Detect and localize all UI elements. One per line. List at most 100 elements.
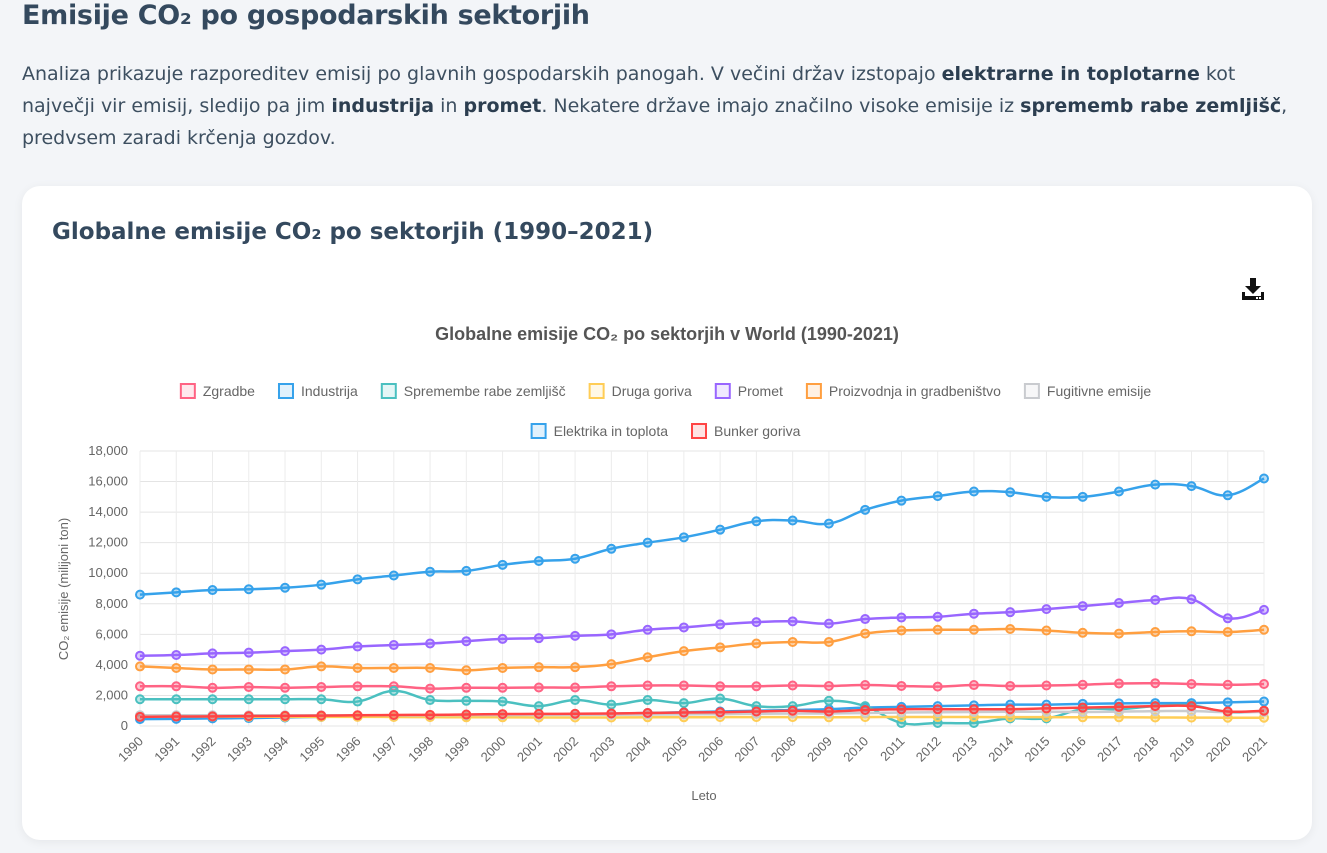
data-point xyxy=(606,629,617,640)
x-tick-label: 1991 xyxy=(151,734,182,765)
data-point xyxy=(135,711,145,722)
y-tick-label: 10,000 xyxy=(88,565,128,580)
data-point xyxy=(207,648,218,659)
x-tick-label: 1997 xyxy=(369,734,400,765)
data-point xyxy=(860,504,871,515)
x-tick-label: 2004 xyxy=(623,734,654,765)
data-point xyxy=(932,704,943,715)
data-point xyxy=(207,711,218,722)
data-point xyxy=(1041,680,1052,691)
data-point xyxy=(497,709,508,720)
data-point xyxy=(968,680,979,691)
x-tick-label: 2013 xyxy=(949,734,980,765)
series-line xyxy=(139,681,1265,690)
data-point xyxy=(280,682,291,693)
data-point xyxy=(1077,702,1088,713)
data-point xyxy=(280,710,291,721)
data-point xyxy=(1150,701,1161,712)
data-point xyxy=(860,614,871,625)
x-tick-label: 2005 xyxy=(659,734,690,765)
data-point xyxy=(135,650,145,661)
y-tick-label: 8,000 xyxy=(95,596,128,611)
y-tick-label: 18,000 xyxy=(88,443,128,458)
x-tick-label: 2001 xyxy=(514,734,545,765)
intro-paragraph: Analiza prikazuje razporeditev emisij po… xyxy=(22,58,1302,154)
data-point xyxy=(1222,613,1233,624)
data-point xyxy=(787,636,798,647)
data-point xyxy=(425,566,436,577)
data-point xyxy=(860,628,871,639)
data-point xyxy=(207,585,218,596)
data-point xyxy=(171,649,182,660)
data-point xyxy=(932,491,943,502)
data-point xyxy=(388,570,399,581)
x-tick-label: 1999 xyxy=(441,734,472,765)
legend-label: Promet xyxy=(738,383,783,399)
x-tick-label: 2019 xyxy=(1167,734,1198,765)
data-point xyxy=(678,680,689,691)
y-tick-label: 0 xyxy=(121,718,128,733)
data-point xyxy=(243,711,254,722)
x-tick-label: 1992 xyxy=(188,734,219,765)
data-point xyxy=(1186,481,1197,492)
data-point xyxy=(497,682,508,693)
data-point xyxy=(1077,601,1088,612)
y-tick-label: 14,000 xyxy=(88,504,128,519)
data-point xyxy=(1113,598,1124,609)
data-point xyxy=(642,695,653,706)
data-point xyxy=(642,537,653,548)
data-point xyxy=(243,694,254,705)
data-point xyxy=(1186,594,1197,605)
data-point xyxy=(570,630,581,641)
download-button[interactable] xyxy=(1240,276,1266,302)
data-point xyxy=(678,532,689,543)
data-point xyxy=(207,682,218,693)
legend-label: Bunker goriva xyxy=(714,423,801,439)
data-point xyxy=(715,707,726,718)
data-point xyxy=(352,574,363,585)
x-tick-label: 2009 xyxy=(804,734,835,765)
data-point xyxy=(1005,607,1016,618)
data-point xyxy=(715,693,726,704)
legend-swatch xyxy=(380,383,397,399)
data-point xyxy=(678,707,689,718)
x-tick-label: 2007 xyxy=(731,734,762,765)
data-point xyxy=(751,638,762,649)
legend-swatch xyxy=(277,383,294,399)
data-point xyxy=(715,642,726,653)
data-point xyxy=(425,709,436,720)
data-point xyxy=(751,681,762,692)
data-point xyxy=(1005,704,1016,715)
data-point xyxy=(497,662,508,673)
data-point xyxy=(1259,624,1269,635)
data-point xyxy=(352,662,363,673)
data-point xyxy=(570,695,581,706)
data-point xyxy=(171,587,182,598)
data-point xyxy=(135,589,145,600)
data-point xyxy=(1041,604,1052,615)
legend-swatch xyxy=(805,383,822,399)
legend-swatch xyxy=(530,423,547,439)
intro-highlight: industrija xyxy=(331,95,435,117)
data-point xyxy=(823,695,834,706)
data-point xyxy=(461,636,472,647)
data-point xyxy=(1041,703,1052,714)
legend-swatch xyxy=(179,383,196,399)
data-point xyxy=(316,694,327,705)
data-point xyxy=(533,633,544,644)
y-tick-label: 6,000 xyxy=(95,626,128,641)
data-point xyxy=(642,708,653,719)
page-title: Emisije CO₂ po gospodarskih sektorjih xyxy=(22,0,590,31)
data-point xyxy=(787,680,798,691)
data-point xyxy=(787,705,798,716)
x-tick-label: 1993 xyxy=(224,734,255,765)
data-point xyxy=(642,652,653,663)
data-point xyxy=(243,682,254,693)
legend-label: Spremembe rabe zemljišč xyxy=(404,383,566,399)
data-point xyxy=(171,694,182,705)
card-title: Globalne emisije CO₂ po sektorjih (1990–… xyxy=(52,219,654,245)
x-axis-title: Leto xyxy=(691,788,716,803)
data-point xyxy=(533,682,544,693)
data-point xyxy=(135,661,145,672)
